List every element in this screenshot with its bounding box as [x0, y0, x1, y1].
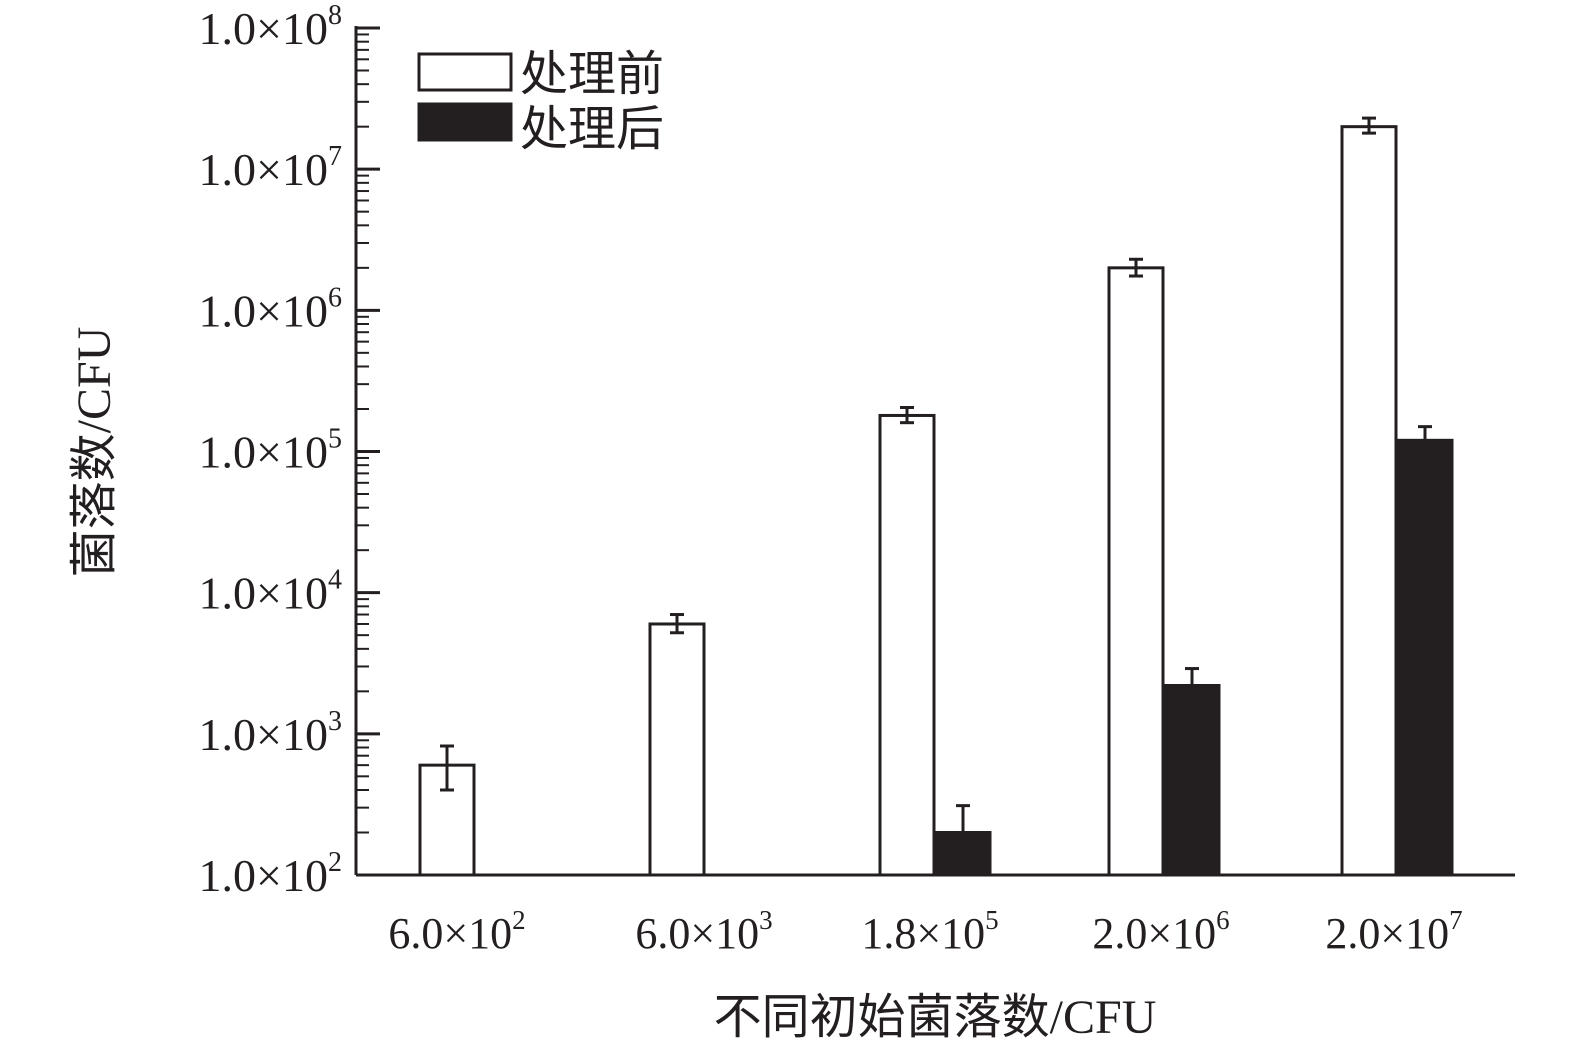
x-category-label: 6.0×102 [388, 905, 525, 958]
bar-before-1 [648, 622, 706, 877]
error-bar-before-0 [440, 744, 454, 792]
legend-label-before: 处理前 [520, 48, 664, 101]
legend-label-after: 处理后 [520, 103, 664, 156]
bar-after-3 [1163, 683, 1221, 877]
x-category-label: 6.0×103 [635, 905, 772, 958]
y-tick-label: 1.0×102 [199, 847, 342, 901]
y-tick-label: 1.0×106 [199, 282, 342, 336]
y-axis-ticks: 1.0×102 1.0×103 1.0×104 1.0×105 1.0×106 1.0×1… [199, 0, 380, 901]
x-axis-title: 不同初始菌落数/CFU [714, 991, 1157, 1044]
y-tick-label: 1.0×105 [199, 424, 342, 478]
y-tick-label: 1.0×103 [199, 706, 342, 760]
y-tick-label: 1.0×104 [199, 565, 342, 619]
legend: 处理前 处理后 [417, 48, 664, 156]
y-tick-label: 1.0×107 [199, 141, 342, 195]
error-bar-before-1 [670, 613, 684, 635]
bar-after-4 [1396, 438, 1454, 877]
bar-before-3 [1107, 266, 1165, 877]
legend-swatch-after [417, 102, 513, 142]
error-bar-after-2 [956, 804, 970, 833]
x-category-label: 2.0×106 [1092, 905, 1229, 958]
y-axis-title: 菌落数/CFU [68, 327, 121, 578]
error-bar-before-3 [1129, 257, 1143, 278]
bar-before-4 [1340, 125, 1398, 877]
x-category-label: 2.0×107 [1325, 905, 1462, 958]
error-bar-after-4 [1418, 425, 1432, 441]
legend-swatch-before [417, 52, 513, 92]
error-bars [440, 116, 1432, 833]
error-bar-after-3 [1185, 667, 1199, 686]
error-bar-before-4 [1362, 116, 1376, 135]
y-tick-label: 1.0×108 [199, 0, 342, 54]
x-axis-category-labels: 6.0×102 6.0×103 1.8×105 2.0×106 2.0×107 [388, 905, 1462, 958]
bar-after-2 [934, 831, 992, 877]
bars [418, 125, 1454, 877]
error-bar-before-2 [900, 405, 914, 425]
x-category-label: 1.8×105 [861, 905, 998, 958]
bar-before-2 [878, 413, 936, 877]
